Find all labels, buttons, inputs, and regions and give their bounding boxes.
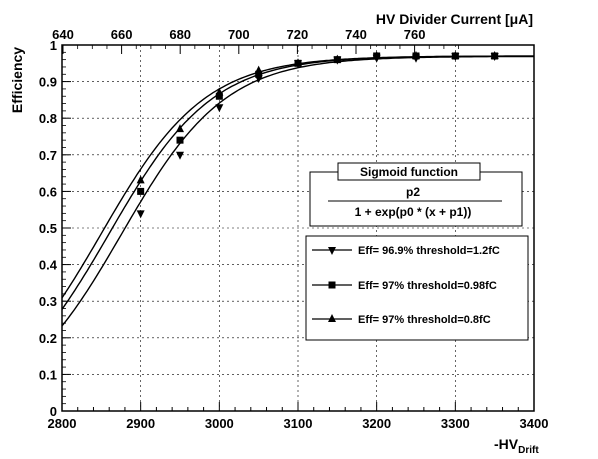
y-tick-label: 0.6 [39,184,57,199]
formula-denominator: 1 + exp(p0 * (x + p1)) [355,205,472,219]
data-point [136,175,145,184]
grid-lines [62,45,534,411]
data-point [215,104,224,113]
data-point [255,70,263,78]
x-axis-title: -HVDrift [494,436,539,456]
x-axis: 2800 2900 3000 3100 3200 3300 3400 [48,402,549,431]
legend-marker [328,247,336,255]
y-axis: 0 0.1 0.2 0.3 0.4 0.5 0.6 0.7 0.8 0.9 1 [39,38,71,419]
y-tick-label: 0.3 [39,294,57,309]
legend-entry-0: Eff= 96.9% threshold=1.2fC [358,245,500,257]
y-tick-label: 0.9 [39,75,57,90]
legend: Eff= 96.9% threshold=1.2fC Eff= 97% thres… [305,235,529,341]
legend-marker [328,314,336,322]
legend-entry-1: Eff= 97% threshold=0.98fC [358,280,497,292]
x-tick-label: 3300 [441,416,470,431]
formula-box-title: Sigmoid function [360,165,458,179]
y-tick-label: 0.1 [39,367,57,382]
top-axis: 640 660 680 700 720 740 760 [52,27,459,54]
data-point [176,151,184,160]
y-axis-title: Efficiency [9,47,25,113]
legend-marker [328,281,336,289]
formula-numerator: p2 [406,185,420,199]
data-point [176,124,184,133]
data-point [215,87,224,96]
x-tick-label: 3000 [205,416,234,431]
y-tick-label: 1 [50,38,57,53]
data-point [451,50,460,59]
data-point [254,65,263,74]
y-tick-label: 0.2 [39,331,57,346]
top-tick-label: 760 [404,27,426,42]
top-tick-label: 720 [287,27,309,42]
x-tick-label: 2800 [48,416,77,431]
y-tick-label: 0.8 [39,111,57,126]
x-tick-label: 3200 [362,416,391,431]
data-point [215,92,223,100]
y-tick-label: 0 [50,404,57,419]
legend-entry-2: Eff= 97% threshold=0.8fC [358,314,491,326]
data-point [490,50,499,59]
data-point [333,54,342,63]
formula-box: Sigmoid function p2 1 + exp(p0 * (x + p1… [309,162,523,227]
top-tick-label: 700 [228,27,250,42]
x-tick-label: 2900 [126,416,155,431]
data-points [136,50,499,219]
data-point [176,136,184,144]
x-tick-label: 3100 [284,416,313,431]
top-tick-label: 680 [169,27,191,42]
top-axis-title: HV Divider Current [μA] [376,11,533,27]
top-tick-label: 740 [345,27,367,42]
x-tick-label: 3400 [520,416,549,431]
top-tick-label: 640 [52,27,74,42]
y-tick-label: 0.7 [39,148,57,163]
data-point [294,58,302,67]
y-tick-label: 0.5 [39,221,57,236]
data-point [136,210,145,219]
data-point [137,187,145,195]
data-point [372,50,381,59]
top-tick-label: 660 [111,27,133,42]
data-point [412,50,420,59]
y-tick-label: 0.4 [39,258,58,273]
